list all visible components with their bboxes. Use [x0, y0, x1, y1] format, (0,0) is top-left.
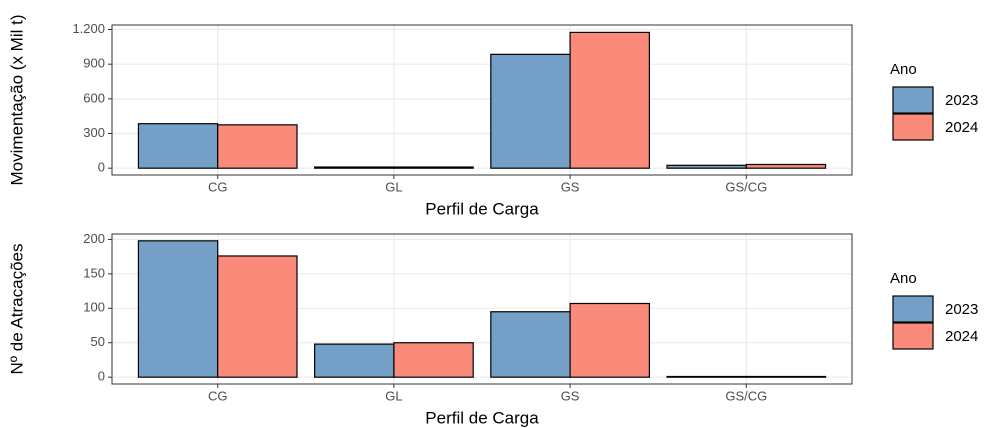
x-tick-label: GS	[561, 388, 580, 403]
bar	[745, 375, 827, 378]
legend-key	[892, 86, 934, 114]
bar	[745, 163, 827, 169]
x-tick-label: CG	[208, 179, 228, 194]
x-tick-label: GS/CG	[725, 179, 767, 194]
bar	[137, 240, 219, 378]
bar	[217, 255, 298, 378]
panel-border	[111, 24, 853, 176]
x-tick-label: GS	[561, 179, 580, 194]
x-axis-title: Perfil de Carga	[425, 199, 539, 218]
y-tick-label: 300	[83, 125, 105, 140]
legend-label: 2024	[945, 119, 978, 136]
legend-label: 2024	[945, 328, 978, 345]
bar	[569, 302, 650, 378]
bar	[490, 53, 571, 169]
legend-title: Ano	[890, 61, 917, 78]
legend-key	[892, 322, 934, 350]
y-tick-label: 900	[83, 56, 105, 71]
bar	[314, 343, 395, 378]
x-tick-label: GL	[385, 388, 402, 403]
x-axis-title: Perfil de Carga	[425, 408, 539, 427]
y-tick-label: 100	[83, 300, 105, 315]
x-tick-label: CG	[208, 388, 228, 403]
bar	[569, 31, 650, 169]
y-tick-label: 600	[83, 90, 105, 105]
bar	[217, 124, 298, 169]
y-tick-label: 200	[83, 231, 105, 246]
y-axis-title: Nº de Atracações	[7, 244, 26, 375]
legend-label: 2023	[945, 301, 978, 318]
y-axis-title: Movimentação (x Mil t)	[7, 15, 26, 186]
bar	[666, 375, 747, 378]
y-tick-label: 0	[98, 369, 105, 384]
bar	[393, 166, 474, 169]
bar	[314, 166, 395, 169]
legend-key	[892, 113, 934, 141]
bar	[137, 123, 219, 169]
y-tick-label: 50	[91, 334, 105, 349]
legend-label: 2023	[945, 92, 978, 109]
y-tick-label: 150	[83, 265, 105, 280]
x-tick-label: GS/CG	[725, 388, 767, 403]
bar	[490, 311, 571, 378]
bar	[393, 342, 474, 378]
panel-border	[111, 233, 853, 385]
legend-key	[892, 295, 934, 323]
y-tick-label: 0	[98, 160, 105, 175]
legend-title: Ano	[890, 270, 917, 287]
x-tick-label: GL	[385, 179, 402, 194]
bar	[666, 164, 747, 169]
y-tick-label: 1.200	[72, 21, 105, 36]
